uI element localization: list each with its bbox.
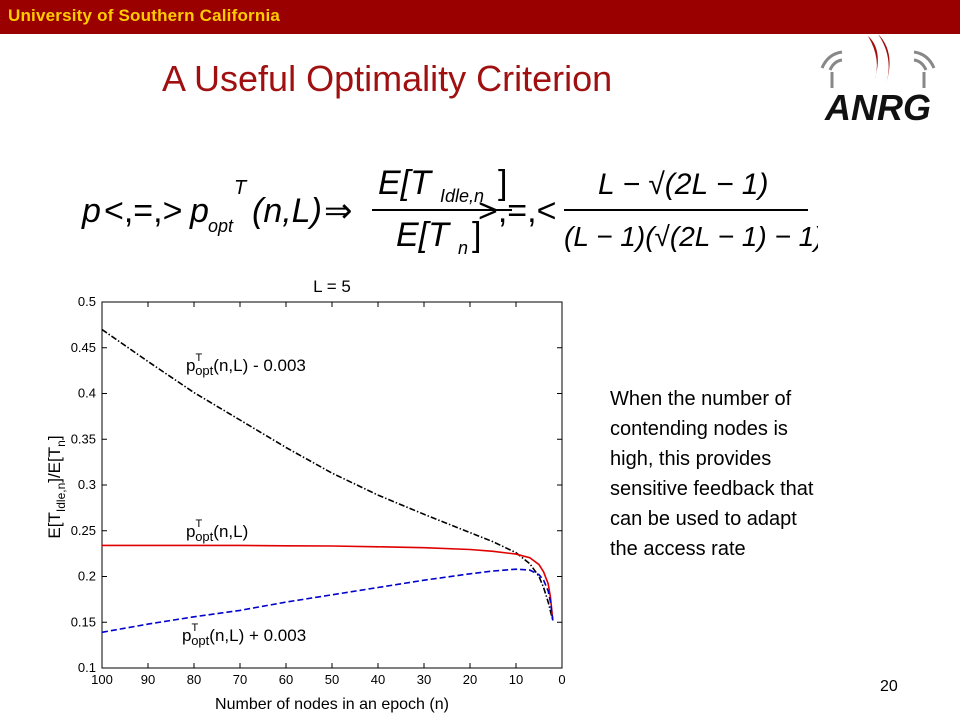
- formula-args: (n,L): [252, 192, 322, 230]
- note-line: When the number of: [610, 388, 792, 410]
- formula-relations2: >,=,<: [478, 192, 556, 230]
- series-line-1: [102, 544, 554, 621]
- ylabel-b: Idle,n: [54, 483, 68, 512]
- y-tick-label: 0.15: [71, 614, 96, 629]
- optimality-formula: p <,=,> p opt T (n,L) ⇒ E[T Idle,n ] E[T…: [81, 164, 818, 258]
- x-tick-label: 70: [233, 672, 247, 687]
- x-tick-label: 80: [187, 672, 201, 687]
- formula-rhs-den: (L − 1)(√(2L − 1) − 1): [564, 221, 818, 252]
- series-line-0: [101, 328, 554, 621]
- ylabel-a: E[T: [45, 512, 64, 538]
- formula-num-e: E[T: [378, 164, 433, 202]
- x-tick-label: 0: [558, 672, 565, 687]
- series-label-2: pT opt(n,L) + 0.003: [182, 622, 306, 648]
- note-line: contending nodes is: [610, 418, 788, 440]
- wireless-icon: [820, 50, 936, 71]
- series-label-1: pT opt(n,L): [186, 518, 248, 544]
- note-line: high, this provides: [610, 448, 772, 470]
- y-tick-label: 0.35: [71, 431, 96, 446]
- y-tick-label: 0.2: [78, 569, 96, 584]
- series-line-2: [101, 568, 554, 634]
- formula-den-e: E[T: [396, 216, 451, 254]
- y-axis-label: E[TIdle,n]/E[Tn]: [45, 435, 68, 538]
- axis-ticks: 100 90 80 70 60 50 40 30 20 10 00.10.150.20.250.30…: [71, 294, 566, 687]
- formula-rhs-num: L − √(2L − 1): [598, 168, 768, 201]
- x-tick-label: 100: [91, 672, 113, 687]
- x-tick-label: 20: [463, 672, 477, 687]
- y-tick-label: 0.3: [78, 477, 96, 492]
- y-tick-label: 0.1: [78, 660, 96, 675]
- slide-title: A Useful Optimality Criterion: [162, 58, 613, 99]
- formula-implies: ⇒: [324, 192, 353, 230]
- note-line: the access rate: [610, 538, 746, 560]
- formula-num-close: ]: [498, 164, 507, 202]
- page-number: 20: [880, 678, 898, 695]
- formula-p: p: [81, 192, 101, 230]
- x-tick-label: 90: [141, 672, 155, 687]
- university-banner: University of Southern California: [0, 0, 960, 34]
- x-tick-label: 10: [509, 672, 523, 687]
- y-tick-label: 0.4: [78, 386, 96, 401]
- formula-num-sub: Idle,n: [440, 186, 484, 206]
- note-line: sensitive feedback that: [610, 478, 814, 500]
- y-tick-label: 0.45: [71, 340, 96, 355]
- formula-den-close: ]: [472, 216, 481, 254]
- note-line: can be used to adapt: [610, 508, 797, 530]
- formula-popt: p: [189, 192, 209, 230]
- formula-sup-t: T: [234, 177, 248, 199]
- plot-area: [101, 301, 563, 669]
- x-tick-label: 60: [279, 672, 293, 687]
- y-tick-label: 0.25: [71, 523, 96, 538]
- chart-title: L = 5: [313, 277, 351, 296]
- ylabel-c: ]/E[T: [45, 447, 64, 483]
- optimality-chart: L = 5 100 90 80 70 60 50 40 30 20 10 00.10.150.20.…: [45, 277, 566, 713]
- x-tick-label: 50: [325, 672, 339, 687]
- series-labels: pT opt(n,L) - 0.003 pT opt(n,L) pT opt(n,L) +…: [182, 352, 306, 648]
- explanation-note: When the number of contending nodes is h…: [610, 384, 910, 564]
- formula-den-sub: n: [458, 238, 468, 258]
- university-name: University of Southern California: [8, 6, 281, 25]
- series-layer: [101, 328, 554, 634]
- y-tick-label: 0.5: [78, 294, 96, 309]
- ylabel-e: ]: [45, 435, 64, 440]
- anrg-logo: ANRG: [820, 34, 936, 128]
- logo-text: ANRG: [824, 87, 931, 128]
- formula-relations: <,=,>: [104, 192, 182, 230]
- ylabel-d: n: [54, 440, 68, 447]
- x-axis-label: Number of nodes in an epoch (n): [215, 696, 449, 713]
- x-tick-label: 40: [371, 672, 385, 687]
- x-tick-label: 30: [417, 672, 431, 687]
- series-label-0: pT opt(n,L) - 0.003: [186, 352, 306, 378]
- formula-opt-sub: opt: [208, 216, 234, 236]
